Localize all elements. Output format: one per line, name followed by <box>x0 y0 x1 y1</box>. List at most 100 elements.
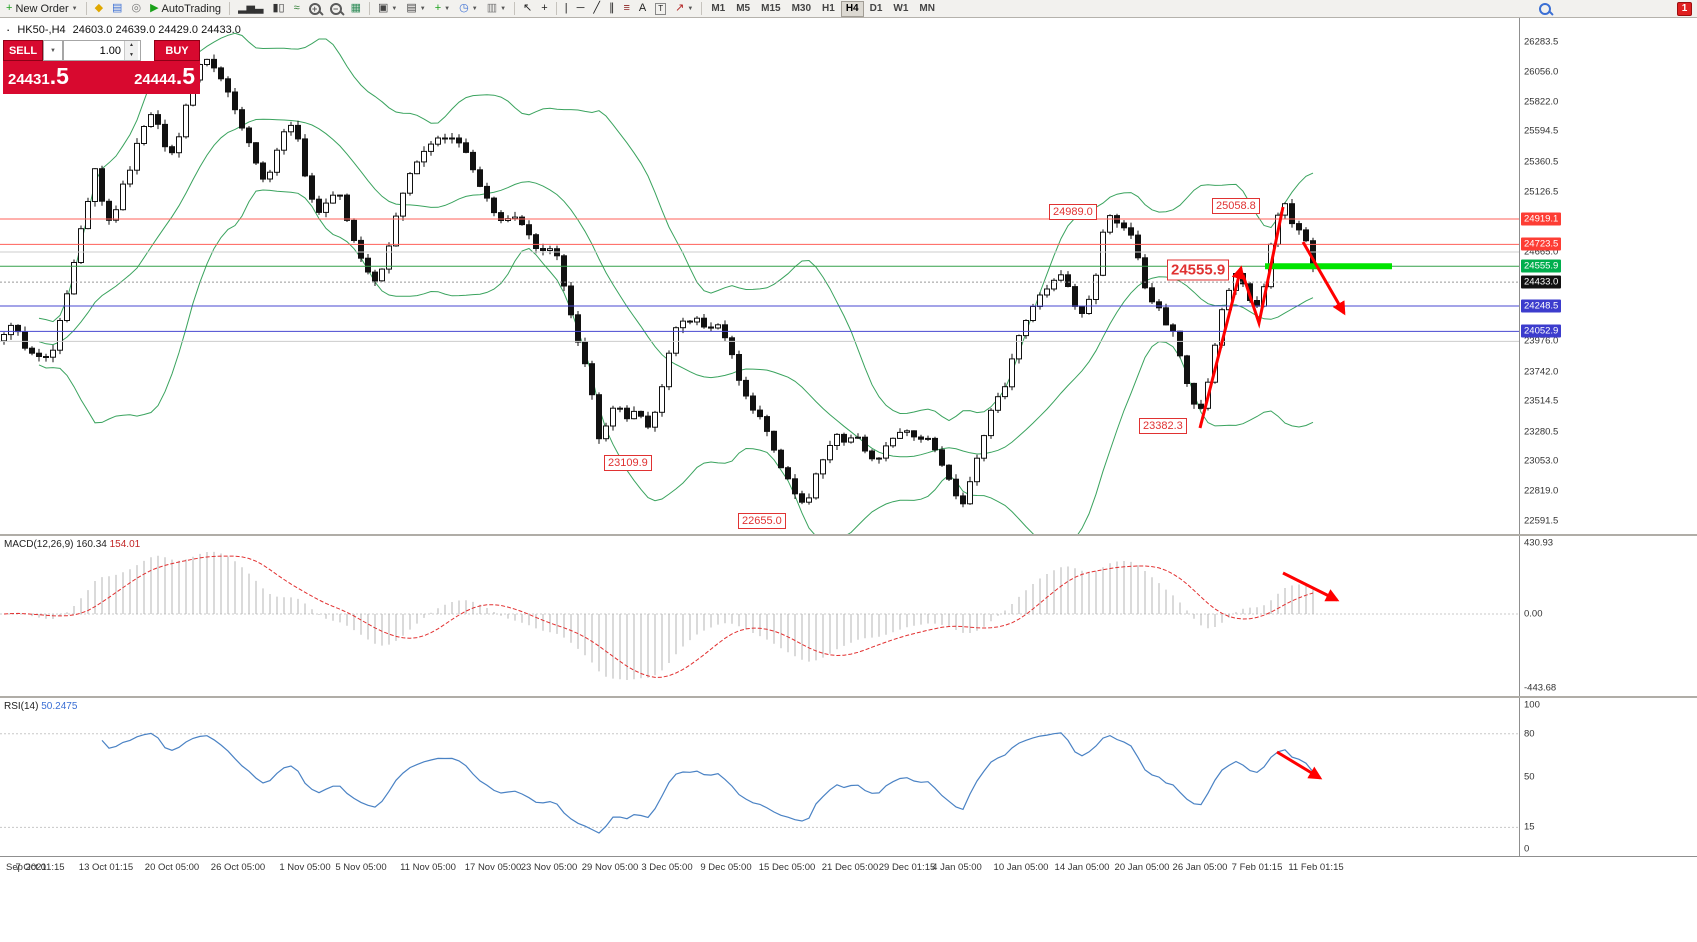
time-tick: 29 Nov 05:00 <box>581 862 639 873</box>
new-chart-button[interactable]: ▣ ▼ <box>374 1 401 17</box>
price-tick: 25822.0 <box>1524 96 1559 108</box>
clock-icon: ◷ <box>459 2 469 14</box>
timeframe-m30-button[interactable]: M30 <box>787 1 816 17</box>
price-chart-area[interactable]: · HK50-,H4 24603.0 24639.0 24429.0 24433… <box>0 18 1697 534</box>
cursor-button[interactable]: ↖ <box>519 1 536 17</box>
chart-bullet-icon: · <box>6 22 11 37</box>
timeframe-m5-button[interactable]: M5 <box>731 1 755 17</box>
new-order-button[interactable]: + New Order ▼ <box>2 1 82 17</box>
open-account-button[interactable]: ◆ <box>91 1 107 17</box>
rsi-axis[interactable]: 100 80 50 15 0 <box>1519 698 1697 856</box>
data-window-button[interactable]: ◎ <box>127 1 145 17</box>
price-callout[interactable]: 23382.3 <box>1139 418 1187 434</box>
time-axis[interactable]: Sep 2021 7 Oct 01:15 13 Oct 01:15 20 Oct 05… <box>0 856 1697 882</box>
volume-input[interactable] <box>64 41 124 60</box>
candlestick-chart-button[interactable]: ▮▯ <box>268 1 288 17</box>
tile-grid-icon: ▦ <box>350 2 362 14</box>
fibonacci-button[interactable]: ≡ <box>619 1 633 17</box>
notifications-badge[interactable]: 1 <box>1677 1 1692 16</box>
timeframe-m1-button[interactable]: M1 <box>706 1 730 17</box>
fibonacci-icon: ≡ <box>623 2 630 14</box>
sell-price[interactable]: 24431.5 <box>8 63 69 89</box>
indicators-button[interactable]: + ▼ <box>431 1 454 17</box>
toolbar-right: 1 <box>1539 1 1697 16</box>
search-icon[interactable] <box>1539 2 1551 15</box>
template-icon: ▥ <box>486 2 498 14</box>
price-callout[interactable]: 24989.0 <box>1049 204 1097 220</box>
time-tick: 11 Nov 05:00 <box>400 862 456 873</box>
market-watch-button[interactable]: ▤ <box>108 1 126 17</box>
buy-button[interactable]: BUY <box>154 40 200 61</box>
new-order-button-label: New Order <box>15 2 69 15</box>
volume-field: ▲ ▼ <box>63 40 141 61</box>
zoom-out-button[interactable]: − <box>326 1 346 17</box>
buy-price[interactable]: 24444.5 <box>134 63 195 89</box>
crosshair-button[interactable]: + <box>537 1 551 17</box>
order-panel-prices: 24431.5 24444.5 <box>3 61 200 94</box>
one-click-trading-panel: SELL ▼ ▲ ▼ BUY 24431.5 24444.5 <box>3 40 200 94</box>
trendline-button[interactable]: ╱ <box>589 1 604 17</box>
volume-down-button[interactable]: ▼ <box>125 50 138 60</box>
bar-chart-button[interactable]: ▂▅▃ <box>234 1 267 17</box>
time-tick: 21 Dec 05:00 <box>821 862 879 873</box>
toolbar: + New Order ▼ ◆ ▤ ◎ ▶ AutoTrading ▂▅▃ ▮▯ ≈ + − ▦ ▣ ▼ ▤ ▼ +… <box>0 0 1697 18</box>
timeframe-h1-button[interactable]: H1 <box>817 1 840 17</box>
time-tick: 1 Nov 05:00 <box>279 862 331 873</box>
autotrading-button[interactable]: ▶ AutoTrading <box>146 1 225 17</box>
timeframe-h4-button[interactable]: H4 <box>840 0 864 17</box>
rsi-tick: 80 <box>1524 728 1535 740</box>
cursor-arrow-icon: ↖ <box>523 2 533 14</box>
price-tick: 23514.5 <box>1524 395 1559 407</box>
timeframe-m15-button[interactable]: M15 <box>756 1 785 17</box>
price-callout[interactable]: 24555.9 <box>1167 259 1230 281</box>
line-chart-button[interactable]: ≈ <box>290 1 304 17</box>
rsi-panel[interactable]: RSI(14) 50.2475 100 80 50 15 0 <box>0 696 1697 856</box>
sell-button[interactable]: SELL <box>3 40 43 61</box>
text-label-icon: T <box>655 2 667 15</box>
zoom-in-button[interactable]: + <box>305 1 325 17</box>
price-axis[interactable]: 26283.5 26056.0 25822.0 25594.5 25360.5 25126… <box>1519 18 1697 534</box>
line-chart-icon: ≈ <box>293 2 300 14</box>
text-icon: A <box>638 2 647 14</box>
period-button[interactable]: ◷ ▼ <box>455 1 482 17</box>
order-type-dropdown[interactable]: ▼ <box>43 40 63 61</box>
arrow-shape-icon: ↗ <box>675 2 685 14</box>
candlestick-chart[interactable] <box>0 18 1519 534</box>
profiles-button[interactable]: ▤ ▼ <box>402 1 429 17</box>
price-callout[interactable]: 25058.8 <box>1212 198 1260 214</box>
price-tick: 25360.5 <box>1524 156 1559 168</box>
price-callout[interactable]: 23109.9 <box>604 455 652 471</box>
macd-chart[interactable] <box>0 536 1519 696</box>
rsi-chart[interactable] <box>0 698 1519 856</box>
chevron-down-icon: ▼ <box>444 5 451 12</box>
timeframe-w1-button[interactable]: W1 <box>888 1 913 17</box>
volume-up-button[interactable]: ▲ <box>125 41 138 51</box>
templates-button[interactable]: ▥ ▼ <box>483 1 510 17</box>
arrows-button[interactable]: ↗ ▼ <box>671 1 697 17</box>
timeframe-d1-button[interactable]: D1 <box>865 1 888 17</box>
macd-tick: 430.93 <box>1524 537 1554 549</box>
text-label-button[interactable]: T <box>651 1 670 17</box>
price-level-badge: 24052.9 <box>1521 324 1562 338</box>
price-callout[interactable]: 22655.0 <box>738 513 786 529</box>
price-tick: 25594.5 <box>1524 125 1559 137</box>
macd-tick: -443.68 <box>1524 682 1557 694</box>
toolbar-separator <box>369 2 371 15</box>
horizontal-line-button[interactable]: ─ <box>573 1 589 17</box>
time-tick: 26 Oct 05:00 <box>210 862 266 873</box>
volume-stepper: ▲ ▼ <box>124 41 138 60</box>
price-tick: 25126.5 <box>1524 186 1559 198</box>
chevron-down-icon: ▼ <box>500 5 507 12</box>
chevron-down-icon: ▼ <box>71 5 78 12</box>
toolbar-separator <box>555 2 557 15</box>
tile-windows-button[interactable]: ▦ <box>347 1 365 17</box>
equidistant-channel-button[interactable]: ∥ <box>605 1 619 17</box>
chart-symbol-period: HK50-,H4 <box>17 24 66 36</box>
macd-axis[interactable]: 430.93 0.00 -443.68 <box>1519 536 1697 696</box>
vertical-line-button[interactable]: | <box>561 1 572 17</box>
macd-panel[interactable]: MACD(12,26,9) 160.34 154.01 430.93 0.00 -4… <box>0 534 1697 696</box>
timeframe-mn-button[interactable]: MN <box>914 1 940 17</box>
add-indicator-icon: + <box>434 2 442 14</box>
text-button[interactable]: A <box>635 1 650 17</box>
